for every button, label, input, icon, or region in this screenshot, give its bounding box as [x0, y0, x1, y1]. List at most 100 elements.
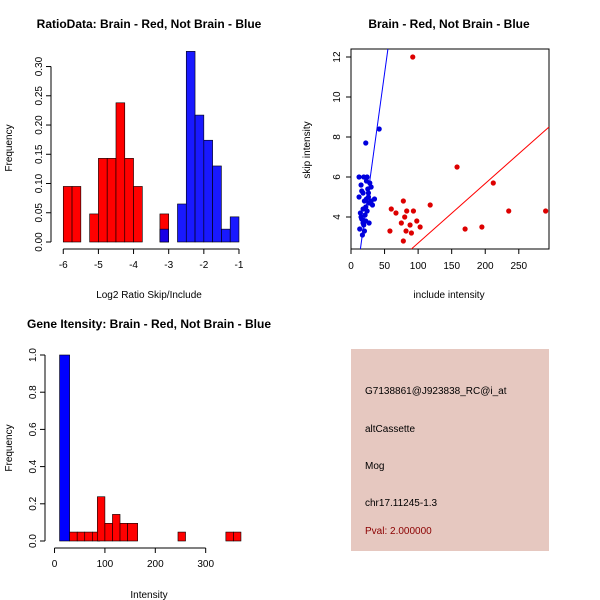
- scatter-x-tick-label: 50: [379, 261, 391, 272]
- scatter-point-not-brain: [358, 214, 364, 220]
- ratio-histogram-title: RatioData: Brain - Red, Not Brain - Blue: [37, 17, 262, 31]
- scatter-point-brain: [388, 206, 394, 212]
- probe-id-text: G7138861@J923838_RC@i_at: [365, 386, 507, 397]
- scatter-point-not-brain: [366, 220, 372, 226]
- gene-bar-brain: [97, 496, 106, 542]
- ratio-y-tick-label: 0.15: [34, 144, 45, 164]
- scatter-point-brain: [387, 228, 393, 234]
- gene-y-tick-label: 0.8: [28, 385, 39, 399]
- gene-x-tick-label: 0: [52, 559, 58, 570]
- scatter-point-brain: [410, 54, 416, 60]
- gene-y-tick-label: 0.2: [28, 496, 39, 510]
- ratio-x-tick-label: -2: [199, 260, 208, 271]
- scatter-x-tick-label: 100: [410, 261, 427, 272]
- gene-intensity-ylabel: Frequency: [4, 424, 15, 471]
- scatter-point-not-brain: [367, 180, 373, 186]
- scatter-point-brain: [506, 208, 512, 214]
- ratio-bar-not-brain: [159, 228, 169, 243]
- ratio-y-tick-label: 0.20: [34, 115, 45, 135]
- gene-bar-brain: [69, 531, 78, 542]
- intensity-scatter-panel: Brain - Red, Not Brain - Blue include in…: [302, 17, 550, 301]
- scatter-x-tick-label: 200: [477, 261, 494, 272]
- gene-intensity-histogram-panel: Gene Itensity: Brain - Red, Not Brain - …: [4, 317, 271, 600]
- ratio-bar-not-brain: [203, 139, 213, 243]
- gene-bar-brain: [104, 523, 113, 542]
- gene-y-tick-label: 0.6: [28, 422, 39, 436]
- ratio-y-tick-label: 0.25: [34, 86, 45, 106]
- scatter-point-brain: [400, 198, 406, 204]
- gene-intensity-title: Gene Itensity: Brain - Red, Not Brain - …: [27, 317, 271, 331]
- gene-bar-brain: [127, 523, 138, 542]
- scatter-point-not-brain: [359, 232, 366, 238]
- ratio-x-tick-label: -5: [94, 260, 103, 271]
- scatter-point-not-brain: [371, 196, 378, 202]
- event-type-text: altCassette: [365, 424, 416, 435]
- scatter-point-brain: [400, 238, 406, 244]
- scatter-point-not-brain: [362, 212, 368, 218]
- ratio-bar-not-brain: [185, 51, 196, 243]
- ratio-bar-brain: [106, 158, 117, 243]
- scatter-point-brain: [393, 210, 399, 216]
- scatter-point-brain: [410, 208, 417, 214]
- scatter-point-not-brain: [361, 228, 368, 234]
- gene-bar-not-brain: [59, 354, 70, 542]
- gene-y-tick-label: 0.4: [28, 459, 39, 473]
- scatter-y-tick-label: 4: [332, 214, 343, 220]
- scatter-point-not-brain: [357, 210, 363, 216]
- scatter-point-not-brain: [360, 206, 366, 212]
- ratio-histogram-xlabel: Log2 Ratio Skip/Include: [96, 290, 202, 301]
- scatter-point-brain: [543, 208, 549, 214]
- ratio-histogram-ylabel: Frequency: [4, 124, 15, 171]
- scatter-point-brain: [462, 226, 468, 232]
- scatter-point-brain: [414, 218, 420, 224]
- ratio-x-tick-label: -1: [235, 260, 244, 271]
- scatter-point-brain: [398, 220, 404, 226]
- ratio-bar-brain: [133, 186, 143, 243]
- ratio-bar-not-brain: [221, 228, 231, 243]
- ratio-bar-brain: [71, 186, 82, 243]
- scatter-point-not-brain: [365, 190, 372, 196]
- ratio-x-tick-label: -3: [164, 260, 173, 271]
- gene-y-tick-label: 1.0: [28, 348, 39, 362]
- gene-bar-brain: [76, 531, 86, 542]
- scatter-point-not-brain: [357, 226, 363, 232]
- ratio-bar-brain: [115, 102, 126, 243]
- ratio-y-tick-label: 0.10: [34, 173, 45, 193]
- ratio-bar-brain: [124, 158, 134, 243]
- ratio-bar-not-brain: [194, 114, 205, 243]
- pval-text: Pval: 2.000000: [365, 526, 432, 537]
- scatter-x-tick-label: 0: [348, 261, 354, 272]
- scatter-x-tick-label: 150: [443, 261, 460, 272]
- scatter-point-brain: [417, 224, 423, 230]
- scatter-point-not-brain: [356, 194, 362, 200]
- scatter-point-not-brain: [363, 140, 369, 146]
- scatter-point-brain: [427, 202, 433, 208]
- ratio-bar-not-brain: [177, 203, 187, 243]
- scatter-point-not-brain: [356, 174, 362, 180]
- scatter-y-tick-label: 8: [332, 134, 343, 140]
- gene-x-tick-label: 100: [97, 559, 114, 570]
- ratio-histogram-panel: RatioData: Brain - Red, Not Brain - Blue…: [4, 17, 262, 301]
- ratio-x-tick-label: -4: [129, 260, 138, 271]
- scatter-point-brain: [404, 208, 410, 214]
- ratio-bar-not-brain: [229, 216, 240, 243]
- scatter-xlabel: include intensity: [413, 290, 484, 301]
- ratio-bar-brain: [62, 186, 73, 243]
- scatter-point-brain: [479, 224, 485, 230]
- gene-bar-brain: [233, 531, 242, 542]
- scatter-point-brain: [490, 180, 496, 186]
- gene-x-tick-label: 200: [147, 559, 164, 570]
- gene-y-tick-label: 0.0: [28, 534, 39, 548]
- ratio-bar-brain: [89, 213, 99, 243]
- ratio-y-tick-label: 0.05: [34, 203, 45, 223]
- scatter-x-tick-label: 250: [510, 261, 527, 272]
- gene-intensity-xlabel: Intensity: [130, 590, 167, 600]
- chromosome-location-text: chr17.11245-1.3: [365, 498, 438, 509]
- scatter-point-brain: [454, 164, 460, 170]
- scatter-y-tick-label: 6: [332, 174, 343, 180]
- gene-bar-brain: [225, 531, 234, 542]
- scatter-y-tick-label: 10: [332, 91, 343, 103]
- scatter-point-brain: [408, 230, 415, 236]
- scatter-ylabel: skip intensity: [302, 121, 313, 178]
